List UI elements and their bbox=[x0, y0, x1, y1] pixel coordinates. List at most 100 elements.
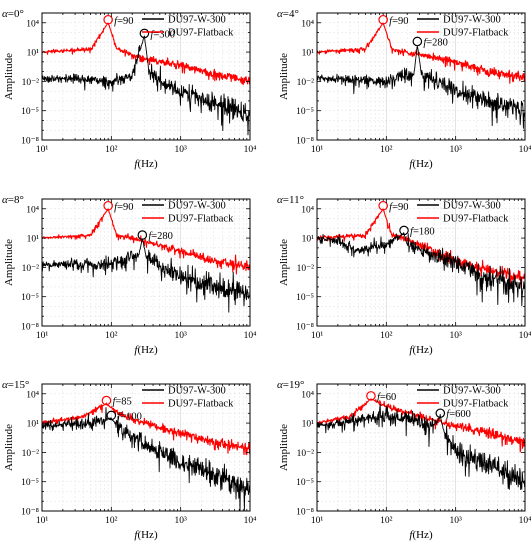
grid bbox=[317, 13, 525, 140]
x-tick-label: 10³ bbox=[449, 331, 462, 341]
y-tick-label: 10⁻² bbox=[22, 449, 40, 459]
y-tick-label: 10⁴ bbox=[301, 390, 315, 400]
y-tick-label: 10⁻⁵ bbox=[296, 293, 314, 303]
y-axis-label: Amplitude bbox=[278, 424, 290, 471]
series-line-du97-flatback bbox=[42, 208, 250, 275]
peak-marker bbox=[412, 36, 423, 47]
grid bbox=[317, 384, 525, 511]
peak-marker bbox=[378, 200, 388, 211]
legend: DU97-W-300 DU97-Flatback bbox=[142, 15, 234, 39]
y-tick-label: 10¹ bbox=[302, 49, 315, 59]
y-axis-label: Amplitude bbox=[3, 53, 15, 100]
y-tick-label: 10⁻⁸ bbox=[21, 323, 39, 333]
legend-label: DU97-W-300 bbox=[443, 201, 501, 212]
axes-frame bbox=[41, 383, 251, 512]
series-group bbox=[42, 402, 250, 511]
x-tick-label: 10³ bbox=[449, 516, 462, 526]
peak-label: f=100 bbox=[117, 411, 142, 422]
y-tick-label: 10¹ bbox=[27, 420, 40, 430]
chart-panel-2: f=280 f=90 10¹ 10² 10³ 10⁴ 10⁻⁸ 10⁻⁵ 10⁻² 10¹ 10⁴ f… bbox=[277, 8, 531, 170]
y-tick-label: 10⁻² bbox=[297, 78, 315, 88]
x-tick-label: 10¹ bbox=[36, 145, 49, 155]
x-tick-label: 10⁴ bbox=[244, 331, 258, 341]
y-axis-label: Amplitude bbox=[278, 239, 290, 286]
series-group bbox=[317, 22, 525, 129]
panel-label: α=0° bbox=[2, 8, 24, 20]
legend: DU97-W-300 DU97-Flatback bbox=[142, 201, 234, 225]
series-line-du97-flatback bbox=[317, 22, 525, 84]
series-group bbox=[317, 208, 525, 307]
x-tick-label: 10² bbox=[105, 331, 118, 341]
y-tick-label: 10⁴ bbox=[26, 19, 40, 29]
y-tick-label: 10¹ bbox=[302, 420, 315, 430]
y-tick-label: 10⁻⁵ bbox=[21, 478, 39, 488]
peak-marker bbox=[378, 14, 388, 25]
series-group bbox=[317, 398, 525, 490]
series-line-du97-w-300 bbox=[42, 238, 250, 313]
chart-panel-4: f=180 f=90 10¹ 10² 10³ 10⁴ 10⁻⁸ 10⁻⁵ 10⁻² 10¹ 10⁴ f… bbox=[277, 194, 531, 356]
x-tick-label: 10¹ bbox=[36, 516, 49, 526]
y-tick-label: 10⁴ bbox=[301, 19, 315, 29]
x-axis-label: f(Hz) bbox=[134, 529, 158, 541]
x-tick-label: 10⁴ bbox=[244, 145, 258, 155]
x-tick-label: 10¹ bbox=[36, 331, 49, 341]
y-axis-label: Amplitude bbox=[3, 424, 15, 471]
legend-label: DU97-Flatback bbox=[443, 399, 509, 410]
peak-label: f=90 bbox=[389, 202, 408, 213]
y-tick-label: 10⁻² bbox=[22, 78, 40, 88]
series-line-du97-w-300 bbox=[317, 403, 525, 490]
legend: DU97-W-300 DU97-Flatback bbox=[417, 201, 509, 225]
x-tick-label: 10³ bbox=[174, 145, 187, 155]
legend-label: DU97-Flatback bbox=[443, 214, 509, 225]
axes-frame bbox=[316, 383, 526, 512]
peak-marker bbox=[106, 410, 117, 421]
y-tick-label: 10⁻⁵ bbox=[21, 107, 39, 117]
y-tick-label: 10⁻⁸ bbox=[296, 508, 314, 518]
y-tick-label: 10⁻² bbox=[297, 449, 315, 459]
axes-frame bbox=[41, 198, 251, 327]
x-tick-label: 10² bbox=[380, 145, 393, 155]
axes-frame bbox=[316, 198, 526, 327]
x-axis-label: f(Hz) bbox=[134, 158, 158, 170]
x-axis-label: f(Hz) bbox=[409, 529, 433, 541]
x-tick-label: 10² bbox=[380, 331, 393, 341]
series-line-du97-w-300 bbox=[317, 232, 525, 307]
series-line-du97-w-300 bbox=[42, 407, 250, 511]
x-tick-label: 10⁴ bbox=[519, 516, 531, 526]
chart-panel-5: f=100 f=85 10¹ 10² 10³ 10⁴ 10⁻⁸ 10⁻⁵ 10⁻² 10¹ 10⁴ f… bbox=[2, 379, 257, 541]
x-tick-label: 10² bbox=[105, 516, 118, 526]
panel-label: α=8° bbox=[2, 194, 24, 206]
legend-label: DU97-W-300 bbox=[443, 15, 501, 26]
legend-label: DU97-W-300 bbox=[168, 386, 226, 397]
legend: DU97-W-300 DU97-Flatback bbox=[417, 386, 509, 410]
y-tick-label: 10⁻² bbox=[22, 264, 40, 274]
panel-label: α=19° bbox=[277, 379, 304, 391]
peak-marker bbox=[399, 225, 409, 236]
legend-label: DU97-W-300 bbox=[168, 201, 226, 212]
peak-label: f=85 bbox=[112, 397, 131, 408]
x-tick-label: 10¹ bbox=[311, 145, 324, 155]
y-tick-label: 10⁻⁵ bbox=[21, 293, 39, 303]
legend: DU97-W-300 DU97-Flatback bbox=[417, 15, 509, 39]
peak-label: f=280 bbox=[423, 37, 448, 48]
grid bbox=[42, 13, 250, 140]
peak-marker bbox=[103, 200, 113, 211]
series-group bbox=[42, 208, 250, 313]
peak-marker bbox=[137, 230, 148, 240]
peak-marker bbox=[103, 14, 113, 25]
legend: DU97-W-300 DU97-Flatback bbox=[142, 386, 234, 410]
x-tick-label: 10³ bbox=[174, 331, 187, 341]
x-axis-label: f(Hz) bbox=[134, 344, 158, 356]
peak-label: f=90 bbox=[389, 16, 408, 27]
legend-label: DU97-W-300 bbox=[443, 386, 501, 397]
series-group bbox=[42, 22, 250, 136]
y-tick-label: 10⁻² bbox=[297, 264, 315, 274]
x-axis-label: f(Hz) bbox=[409, 344, 433, 356]
chart-panel-3: f=280 f=90 10¹ 10² 10³ 10⁴ 10⁻⁸ 10⁻⁵ 10⁻² 10¹ 10⁴ f… bbox=[2, 194, 257, 356]
series-line-du97-flatback bbox=[42, 22, 250, 86]
series-line-du97-flatback bbox=[42, 402, 250, 456]
x-tick-label: 10² bbox=[380, 516, 393, 526]
x-tick-label: 10³ bbox=[174, 516, 187, 526]
x-tick-label: 10¹ bbox=[311, 516, 324, 526]
peak-label: f=600 bbox=[446, 409, 471, 420]
